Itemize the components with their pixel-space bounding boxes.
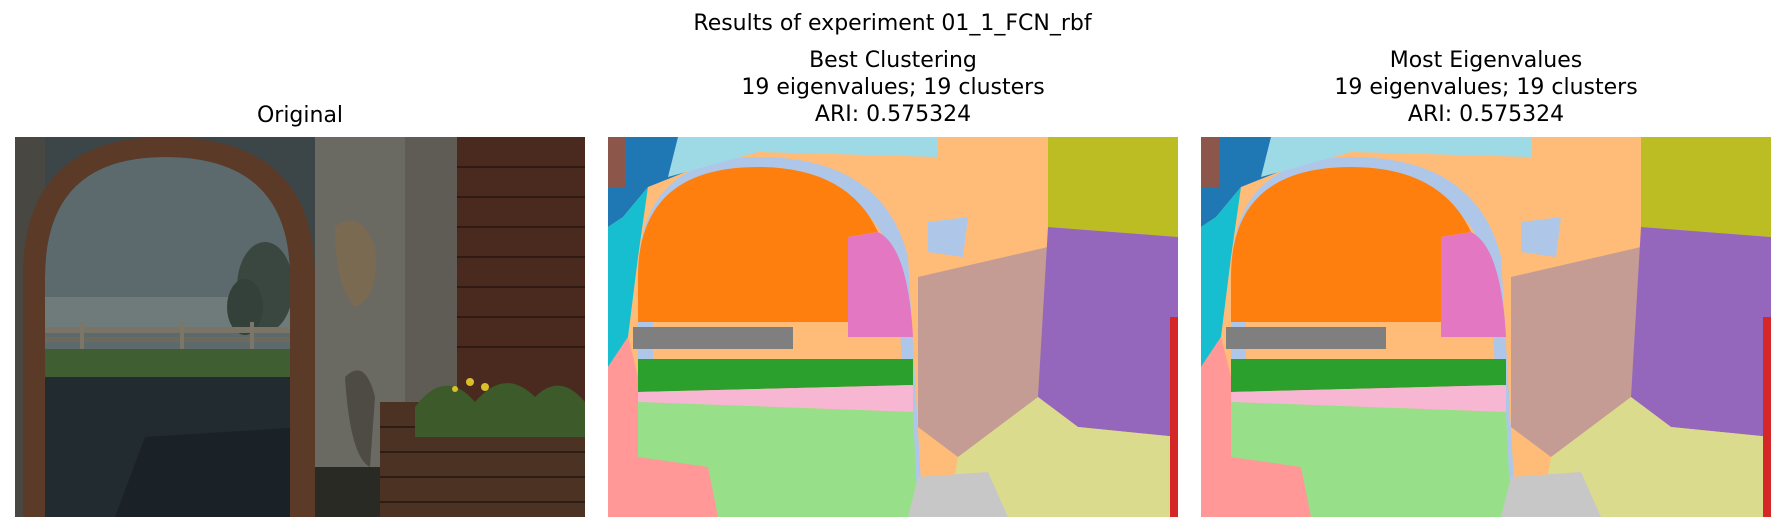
title-line: Best Clustering [809,48,977,73]
original-photo-svg [15,137,585,517]
panel-original: Original [15,0,585,532]
figure-suptitle: Results of experiment 01_1_FCN_rbf [693,11,1092,36]
panel-title-best-clustering: Best Clustering 19 eigenvalues; 19 clust… [608,47,1178,128]
cluster-map-svg [1201,137,1771,517]
panel-title-most-eigenvalues: Most Eigenvalues 19 eigenvalues; 19 clus… [1201,47,1771,128]
title-line: 19 eigenvalues; 19 clusters [741,75,1045,100]
panel-most-eigenvalues: Most Eigenvalues 19 eigenvalues; 19 clus… [1201,0,1771,532]
cluster-map-best [608,137,1178,517]
cluster-map-svg [608,137,1178,517]
cluster-map-most-eigenvalues [1201,137,1771,517]
panel-best-clustering: Best Clustering 19 eigenvalues; 19 clust… [608,0,1178,532]
title-line: ARI: 0.575324 [1407,102,1565,127]
title-line: ARI: 0.575324 [814,102,972,127]
panel-title-original: Original [15,102,585,129]
original-image [15,137,585,517]
title-line: 19 eigenvalues; 19 clusters [1334,75,1638,100]
title-line: Most Eigenvalues [1389,48,1583,73]
title-line: Original [256,103,344,128]
